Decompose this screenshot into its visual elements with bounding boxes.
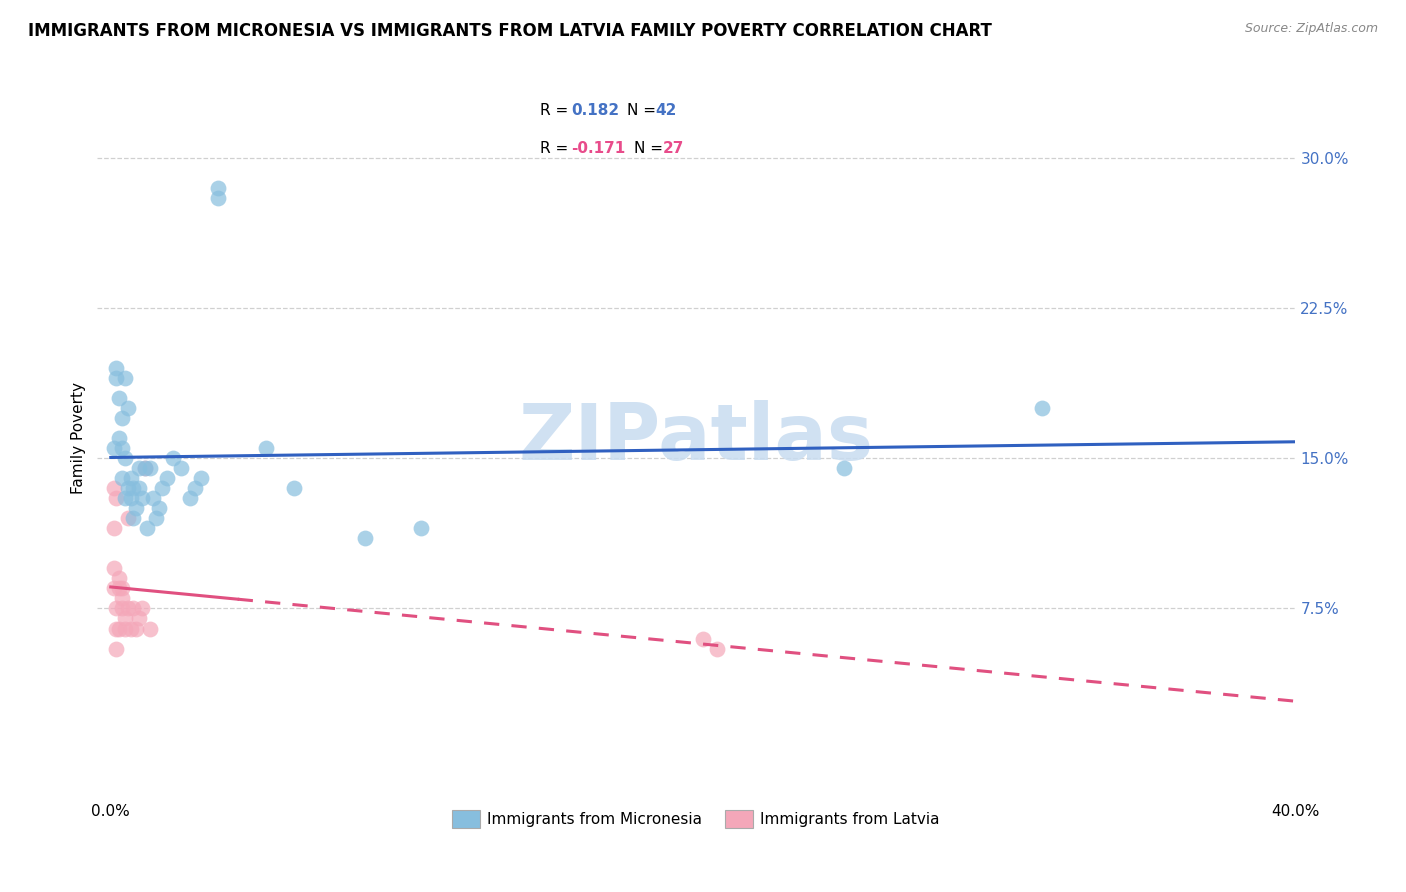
Text: R =: R = bbox=[540, 141, 574, 156]
Text: N =: N = bbox=[634, 141, 668, 156]
Point bbox=[120, 622, 142, 636]
Point bbox=[134, 461, 156, 475]
Point bbox=[111, 471, 134, 485]
Point bbox=[105, 371, 128, 385]
Point bbox=[105, 491, 128, 506]
Text: 0.182: 0.182 bbox=[571, 103, 620, 118]
Point bbox=[122, 601, 145, 615]
Text: R =: R = bbox=[540, 103, 574, 118]
Text: N =: N = bbox=[627, 103, 661, 118]
Point bbox=[117, 511, 139, 525]
Point bbox=[207, 191, 229, 205]
Point bbox=[142, 491, 165, 506]
Point bbox=[128, 481, 150, 495]
Text: -0.171: -0.171 bbox=[571, 141, 626, 156]
Point bbox=[105, 622, 128, 636]
Point bbox=[114, 622, 136, 636]
Point bbox=[136, 521, 159, 535]
Text: Source: ZipAtlas.com: Source: ZipAtlas.com bbox=[1244, 22, 1378, 36]
Point bbox=[105, 641, 128, 656]
Point bbox=[103, 582, 125, 596]
Point bbox=[131, 601, 153, 615]
Point bbox=[111, 591, 134, 606]
Point bbox=[692, 632, 714, 646]
Point bbox=[117, 601, 139, 615]
Point bbox=[114, 491, 136, 506]
Point bbox=[409, 521, 432, 535]
Point bbox=[105, 601, 128, 615]
Point bbox=[103, 561, 125, 575]
Point bbox=[108, 431, 131, 445]
Point bbox=[150, 481, 173, 495]
Point bbox=[148, 501, 170, 516]
Point bbox=[134, 461, 156, 475]
Point bbox=[103, 441, 125, 455]
Legend: Immigrants from Micronesia, Immigrants from Latvia: Immigrants from Micronesia, Immigrants f… bbox=[446, 804, 946, 835]
Point bbox=[254, 441, 277, 455]
Point bbox=[111, 601, 134, 615]
Text: IMMIGRANTS FROM MICRONESIA VS IMMIGRANTS FROM LATVIA FAMILY POVERTY CORRELATION : IMMIGRANTS FROM MICRONESIA VS IMMIGRANTS… bbox=[28, 22, 993, 40]
Point bbox=[156, 471, 179, 485]
Point bbox=[131, 491, 153, 506]
Point bbox=[122, 481, 145, 495]
Point bbox=[190, 471, 212, 485]
Point bbox=[117, 481, 139, 495]
Point bbox=[283, 481, 305, 495]
Point bbox=[1031, 401, 1053, 415]
Point bbox=[114, 371, 136, 385]
Point bbox=[120, 491, 142, 506]
Point bbox=[184, 481, 207, 495]
Point bbox=[139, 622, 162, 636]
Point bbox=[353, 532, 375, 546]
Point bbox=[139, 461, 162, 475]
Point bbox=[706, 641, 728, 656]
Point bbox=[103, 521, 125, 535]
Point bbox=[125, 501, 148, 516]
Point bbox=[125, 622, 148, 636]
Point bbox=[114, 611, 136, 625]
Point bbox=[122, 511, 145, 525]
Point bbox=[103, 481, 125, 495]
Text: 42: 42 bbox=[655, 103, 676, 118]
Point bbox=[120, 471, 142, 485]
Point bbox=[117, 401, 139, 415]
Point bbox=[105, 361, 128, 376]
Point bbox=[108, 622, 131, 636]
Text: 27: 27 bbox=[662, 141, 683, 156]
Point bbox=[108, 391, 131, 405]
Point bbox=[108, 571, 131, 585]
Point bbox=[170, 461, 193, 475]
Point bbox=[111, 582, 134, 596]
Point bbox=[162, 451, 184, 466]
Point bbox=[207, 180, 229, 194]
Text: ZIPatlas: ZIPatlas bbox=[519, 401, 873, 476]
Point bbox=[128, 611, 150, 625]
Point bbox=[108, 582, 131, 596]
Point bbox=[145, 511, 167, 525]
Point bbox=[179, 491, 201, 506]
Point bbox=[114, 451, 136, 466]
Point bbox=[832, 461, 855, 475]
Y-axis label: Family Poverty: Family Poverty bbox=[72, 382, 86, 494]
Point bbox=[111, 441, 134, 455]
Point bbox=[128, 461, 150, 475]
Point bbox=[111, 411, 134, 425]
